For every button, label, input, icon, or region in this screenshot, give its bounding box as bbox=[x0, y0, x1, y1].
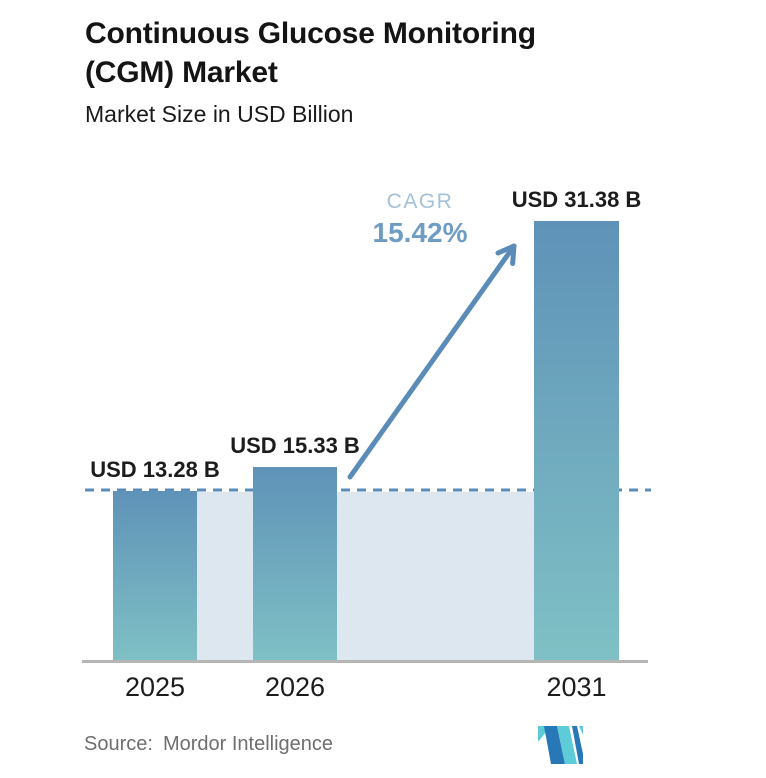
chart-title-line-2: (CGM) Market bbox=[85, 56, 278, 89]
value-label-2026: USD 15.33 B bbox=[230, 433, 360, 458]
source-name: Mordor Intelligence bbox=[162, 733, 334, 755]
bar-2031 bbox=[534, 221, 619, 662]
growth-arrow-icon bbox=[347, 243, 517, 480]
x-axis-line bbox=[82, 660, 648, 663]
chart-title: Continuous Glucose Monitoring (CGM) Mark… bbox=[85, 14, 705, 92]
logo-blue-main-stroke bbox=[544, 726, 565, 764]
source-label: Source: bbox=[84, 733, 153, 755]
cagr-value: 15.42% bbox=[372, 217, 468, 248]
value-label-2025: USD 13.28 B bbox=[90, 457, 220, 482]
bar-2025 bbox=[113, 491, 197, 662]
x-axis-label-2025: 2025 bbox=[124, 672, 186, 702]
chart-header: Continuous Glucose Monitoring (CGM) Mark… bbox=[85, 14, 705, 128]
source-attribution: Source: Mordor Intelligence bbox=[84, 733, 333, 756]
value-label-2031: USD 31.38 B bbox=[511, 187, 642, 212]
chart-title-line-1: Continuous Glucose Monitoring bbox=[85, 17, 536, 50]
logo-teal-mid-stroke bbox=[557, 726, 577, 764]
cagr-label: CAGR bbox=[386, 190, 454, 213]
mordor-intelligence-logo-icon bbox=[538, 726, 583, 764]
logo-teal-right-triangle bbox=[579, 726, 583, 735]
x-axis-label-2031: 2031 bbox=[546, 672, 607, 702]
logo-blue-right-stroke bbox=[572, 726, 583, 764]
x-axis-label-2026: 2026 bbox=[264, 672, 326, 702]
cagr-annotation: CAGR 15.42% bbox=[373, 190, 468, 249]
chart-subtitle: Market Size in USD Billion bbox=[85, 101, 354, 127]
bar-2026 bbox=[253, 467, 337, 662]
